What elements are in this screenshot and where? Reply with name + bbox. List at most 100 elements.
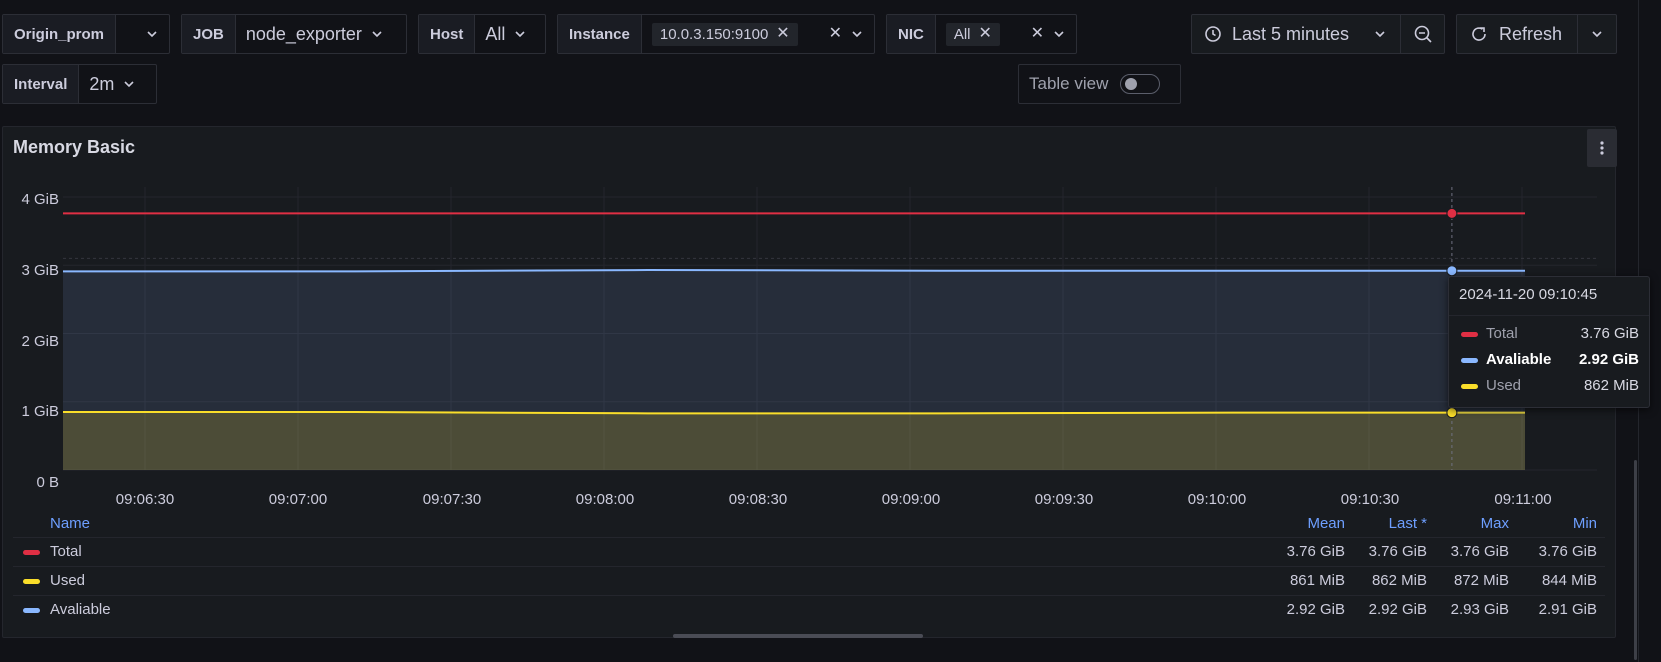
- legend-last: 862 MiB: [1371, 572, 1427, 589]
- chevron-down-icon: [124, 81, 134, 88]
- host-value: All: [485, 23, 506, 44]
- origin-select[interactable]: [116, 15, 169, 53]
- legend-swatch-avaliable: [23, 608, 40, 613]
- zoom-out-icon: [1414, 25, 1432, 43]
- x-tick-label: 09:08:30: [728, 491, 788, 508]
- legend-swatch-used: [23, 579, 40, 584]
- x-tick-label: 09:11:00: [1494, 491, 1552, 508]
- clock-icon: [1205, 26, 1221, 42]
- refresh-icon: [1472, 27, 1486, 41]
- chevron-down-icon: [852, 31, 862, 38]
- tooltip-name: Used: [1486, 377, 1522, 394]
- x-tick-label: 09:09:00: [881, 491, 941, 508]
- legend-name-used[interactable]: Used: [50, 572, 86, 589]
- memory-basic-panel: Memory Basic 4 GiB 3 GiB 2 GiB 1 GiB 0 B…: [2, 126, 1617, 638]
- time-range-picker[interactable]: Last 5 minutes: [1191, 14, 1401, 54]
- host-select[interactable]: All: [475, 15, 537, 53]
- panel-title: Memory Basic: [13, 137, 136, 157]
- y-tick-label: 0 B: [36, 474, 59, 491]
- instance-chip[interactable]: 10.0.3.150:9100 ✕: [651, 22, 798, 46]
- origin-variable[interactable]: Origin_prom: [2, 14, 170, 54]
- legend-max: 872 MiB: [1453, 572, 1509, 589]
- legend-max: 2.93 GiB: [1450, 601, 1509, 618]
- y-tick-label: 3 GiB: [21, 262, 59, 279]
- nic-select[interactable]: All ✕ ✕: [936, 15, 1076, 53]
- refresh-button[interactable]: Refresh: [1456, 14, 1578, 54]
- hover-point-used: [1446, 407, 1458, 419]
- legend-header-last[interactable]: Last *: [1388, 515, 1427, 532]
- chevron-down-icon: [372, 31, 382, 38]
- origin-label: Origin_prom: [3, 15, 117, 53]
- clear-icon[interactable]: ✕: [1030, 25, 1044, 42]
- toggle-switch[interactable]: [1120, 74, 1161, 94]
- interval-label: Interval: [3, 65, 80, 103]
- y-tick-label: 2 GiB: [21, 333, 59, 350]
- more-vertical-icon: [1600, 141, 1604, 155]
- tooltip-swatch: [1461, 358, 1478, 363]
- chevron-down-icon: [1054, 31, 1064, 38]
- nic-label: NIC: [887, 15, 936, 53]
- job-value: node_exporter: [245, 23, 362, 44]
- series-area-avaliable: [63, 270, 1452, 470]
- remove-chip-icon[interactable]: ✕: [978, 25, 992, 42]
- chevron-down-icon: [1375, 31, 1385, 38]
- instance-variable[interactable]: Instance 10.0.3.150:9100 ✕ ✕: [557, 14, 875, 54]
- instance-chip-label: 10.0.3.150:9100: [659, 25, 769, 43]
- job-label: JOB: [182, 15, 236, 53]
- chart-tooltip: 2024-11-20 09:10:45 Total 3.76 GiB Avali…: [1448, 276, 1650, 408]
- series-line-avaliable: [63, 269, 1525, 273]
- legend-last: 2.92 GiB: [1368, 601, 1427, 618]
- interval-value: 2m: [89, 73, 115, 94]
- host-label: Host: [419, 15, 476, 53]
- legend-mean: 3.76 GiB: [1286, 543, 1345, 560]
- refresh-label: Refresh: [1499, 23, 1563, 44]
- clear-icon[interactable]: ✕: [828, 25, 842, 42]
- nic-chip[interactable]: All ✕: [945, 22, 1000, 46]
- job-variable[interactable]: JOB node_exporter: [181, 14, 407, 54]
- tooltip-value: 862 MiB: [1583, 377, 1639, 394]
- legend-name-total[interactable]: Total: [50, 543, 82, 560]
- job-select[interactable]: node_exporter: [236, 15, 394, 53]
- memory-chart[interactable]: [3, 127, 1617, 487]
- host-variable[interactable]: Host All: [418, 14, 546, 54]
- hover-point-total: [1446, 207, 1458, 219]
- legend-name-avaliable[interactable]: Avaliable: [50, 601, 111, 618]
- tooltip-value: 2.92 GiB: [1578, 351, 1639, 368]
- panel-menu-button[interactable]: [1587, 129, 1617, 167]
- legend-header-min[interactable]: Min: [1572, 515, 1597, 532]
- toggle-knob: [1125, 78, 1138, 90]
- hover-point-avaliable: [1446, 265, 1458, 277]
- legend-divider: [13, 595, 1605, 596]
- legend-min: 3.76 GiB: [1538, 543, 1597, 560]
- y-tick-label: 4 GiB: [21, 191, 59, 208]
- legend-mean: 861 MiB: [1289, 572, 1345, 589]
- chevron-down-icon: [515, 31, 525, 38]
- legend-min: 844 MiB: [1541, 572, 1597, 589]
- interval-variable[interactable]: Interval 2m: [2, 64, 157, 104]
- legend-divider: [13, 537, 1605, 538]
- chevron-down-icon: [147, 31, 157, 38]
- tooltip-name: Avaliable: [1486, 351, 1552, 368]
- tooltip-value: 3.76 GiB: [1580, 325, 1639, 342]
- table-view-label: Table view: [1029, 74, 1109, 93]
- tooltip-divider: [1449, 315, 1649, 316]
- instance-select[interactable]: 10.0.3.150:9100 ✕ ✕: [642, 15, 874, 53]
- instance-label: Instance: [558, 15, 642, 53]
- zoom-out-button[interactable]: [1400, 14, 1445, 54]
- legend-header-max[interactable]: Max: [1480, 515, 1509, 532]
- series-area-used: [63, 411, 1452, 470]
- legend-header-mean[interactable]: Mean: [1307, 515, 1345, 532]
- remove-chip-icon[interactable]: ✕: [776, 25, 790, 42]
- series-area-ext-used: [1451, 412, 1525, 470]
- refresh-interval-dropdown[interactable]: [1577, 14, 1617, 54]
- interval-select[interactable]: 2m: [79, 65, 146, 103]
- legend-mean: 2.92 GiB: [1286, 601, 1345, 618]
- tooltip-time: 2024-11-20 09:10:45: [1459, 286, 1598, 303]
- nic-variable[interactable]: NIC All ✕ ✕: [886, 14, 1077, 54]
- table-view-toggle[interactable]: Table view: [1018, 64, 1181, 104]
- legend-header-name[interactable]: Name: [50, 515, 91, 532]
- horizontal-scrollbar-thumb[interactable]: [673, 634, 923, 638]
- sidebar-scroll-thumb[interactable]: [1634, 460, 1637, 660]
- tooltip-swatch: [1461, 332, 1478, 337]
- legend-divider: [13, 566, 1605, 567]
